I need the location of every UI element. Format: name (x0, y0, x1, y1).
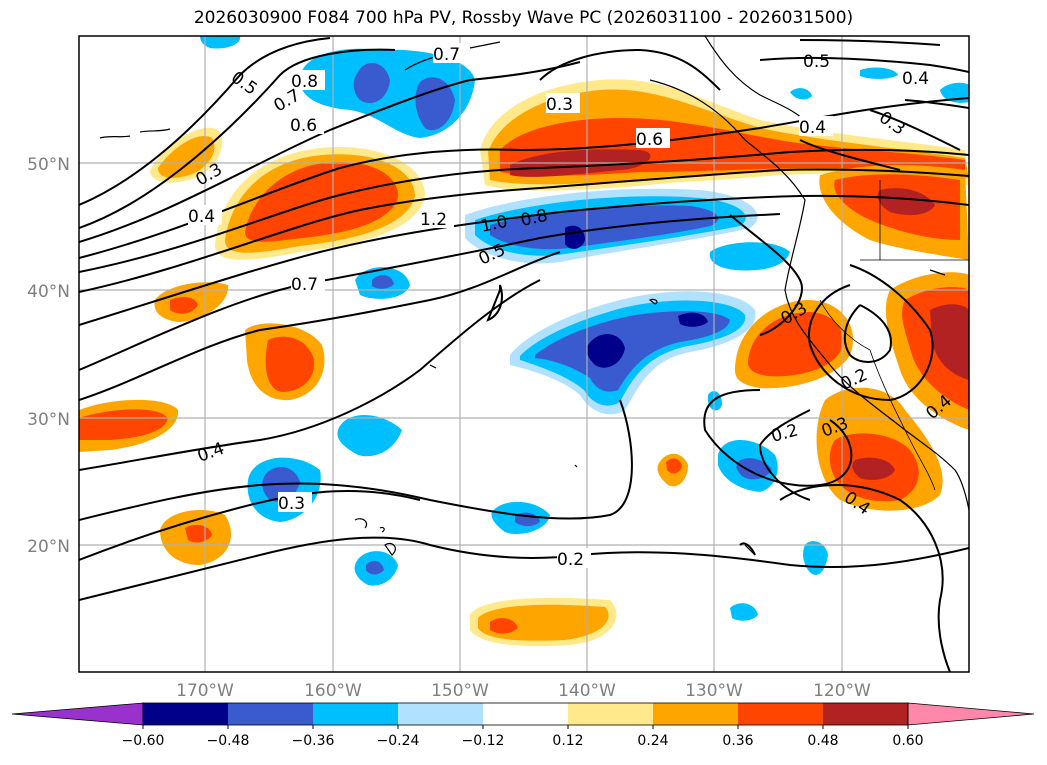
colorbar-label: −0.48 (207, 733, 250, 749)
colorbar-extend-high (907, 702, 1035, 726)
lon-label-160w: 160°W (304, 681, 362, 701)
colorbar-swatch (568, 703, 653, 725)
positive-anomaly-nw (215, 147, 425, 260)
colorbar-label: 0.36 (722, 733, 753, 749)
lon-label-120w: 120°W (813, 681, 871, 701)
colorbar-swatch (398, 703, 483, 725)
contour-label: 0.2 (769, 421, 800, 447)
colorbar-swatch (143, 703, 228, 725)
colorbar-label: −0.60 (122, 733, 165, 749)
lon-label-150w: 150°W (431, 681, 489, 701)
colorbar-swatch (313, 703, 398, 725)
contour-label: 0.8 (291, 72, 318, 92)
lon-label-130w: 130°W (685, 681, 743, 701)
colorbar-label: −0.36 (292, 733, 335, 749)
colorbar-swatch (653, 703, 738, 725)
lon-label-170w: 170°W (176, 681, 234, 701)
contour-label: 0.3 (278, 494, 305, 514)
contour-label: 0.3 (546, 95, 573, 115)
negative-anomaly-central (510, 291, 756, 415)
colorbar-swatch (738, 703, 823, 725)
positive-anomaly-small (79, 127, 688, 647)
lon-label-140w: 140°W (558, 681, 616, 701)
longitude-labels: 170°W 160°W 150°W 140°W 130°W 120°W (176, 681, 871, 701)
contour-label: 0.3 (875, 108, 909, 140)
shaded-fields (79, 36, 969, 647)
negative-anomaly-band (465, 188, 758, 264)
colorbar-label: 0.12 (552, 733, 583, 749)
map-title: 2026030900 F084 700 hPa PV, Rossby Wave … (193, 8, 854, 28)
positive-anomaly-east (819, 165, 969, 260)
colorbar: −0.60 −0.48 −0.36 −0.24 −0.12 0.12 0.24 0.36 0.4… (11, 702, 1035, 749)
map-frame (78, 35, 970, 673)
contour-label: 0.4 (188, 207, 215, 227)
colorbar-label: 0.24 (637, 733, 668, 749)
contour-label: 0.2 (557, 550, 584, 570)
colorbar-swatch (823, 703, 908, 725)
contour-label: 0.7 (291, 275, 318, 295)
colorbar-extend-low (11, 702, 144, 726)
colorbar-label: 0.48 (807, 733, 838, 749)
colorbar-label: −0.24 (377, 733, 420, 749)
contour-label: 0.6 (636, 130, 663, 150)
lat-label-50: 50°N (27, 155, 70, 175)
colorbar-swatch (483, 703, 568, 725)
colorbar-label: −0.12 (462, 733, 505, 749)
contour-label: 0.5 (227, 68, 261, 100)
contour-label: 1.2 (420, 210, 447, 230)
colorbar-label: 0.60 (892, 733, 923, 749)
contour-label: 0.4 (195, 439, 227, 467)
contour-label: 0.4 (902, 69, 929, 89)
lat-label-40: 40°N (27, 282, 70, 302)
contour-label: 0.6 (290, 116, 317, 136)
negative-anomaly-small (247, 242, 828, 621)
colorbar-swatch (228, 703, 313, 725)
contour-label: 0.4 (799, 118, 826, 138)
contour-label: 0.7 (433, 45, 460, 65)
colorbar-outline (142, 702, 909, 726)
lat-label-20: 20°N (27, 537, 70, 557)
latitude-labels: 50°N 40°N 30°N 20°N (27, 155, 70, 557)
lat-label-30: 30°N (27, 410, 70, 430)
contour-label: 0.5 (803, 52, 830, 72)
negative-anomaly-north (200, 36, 969, 138)
